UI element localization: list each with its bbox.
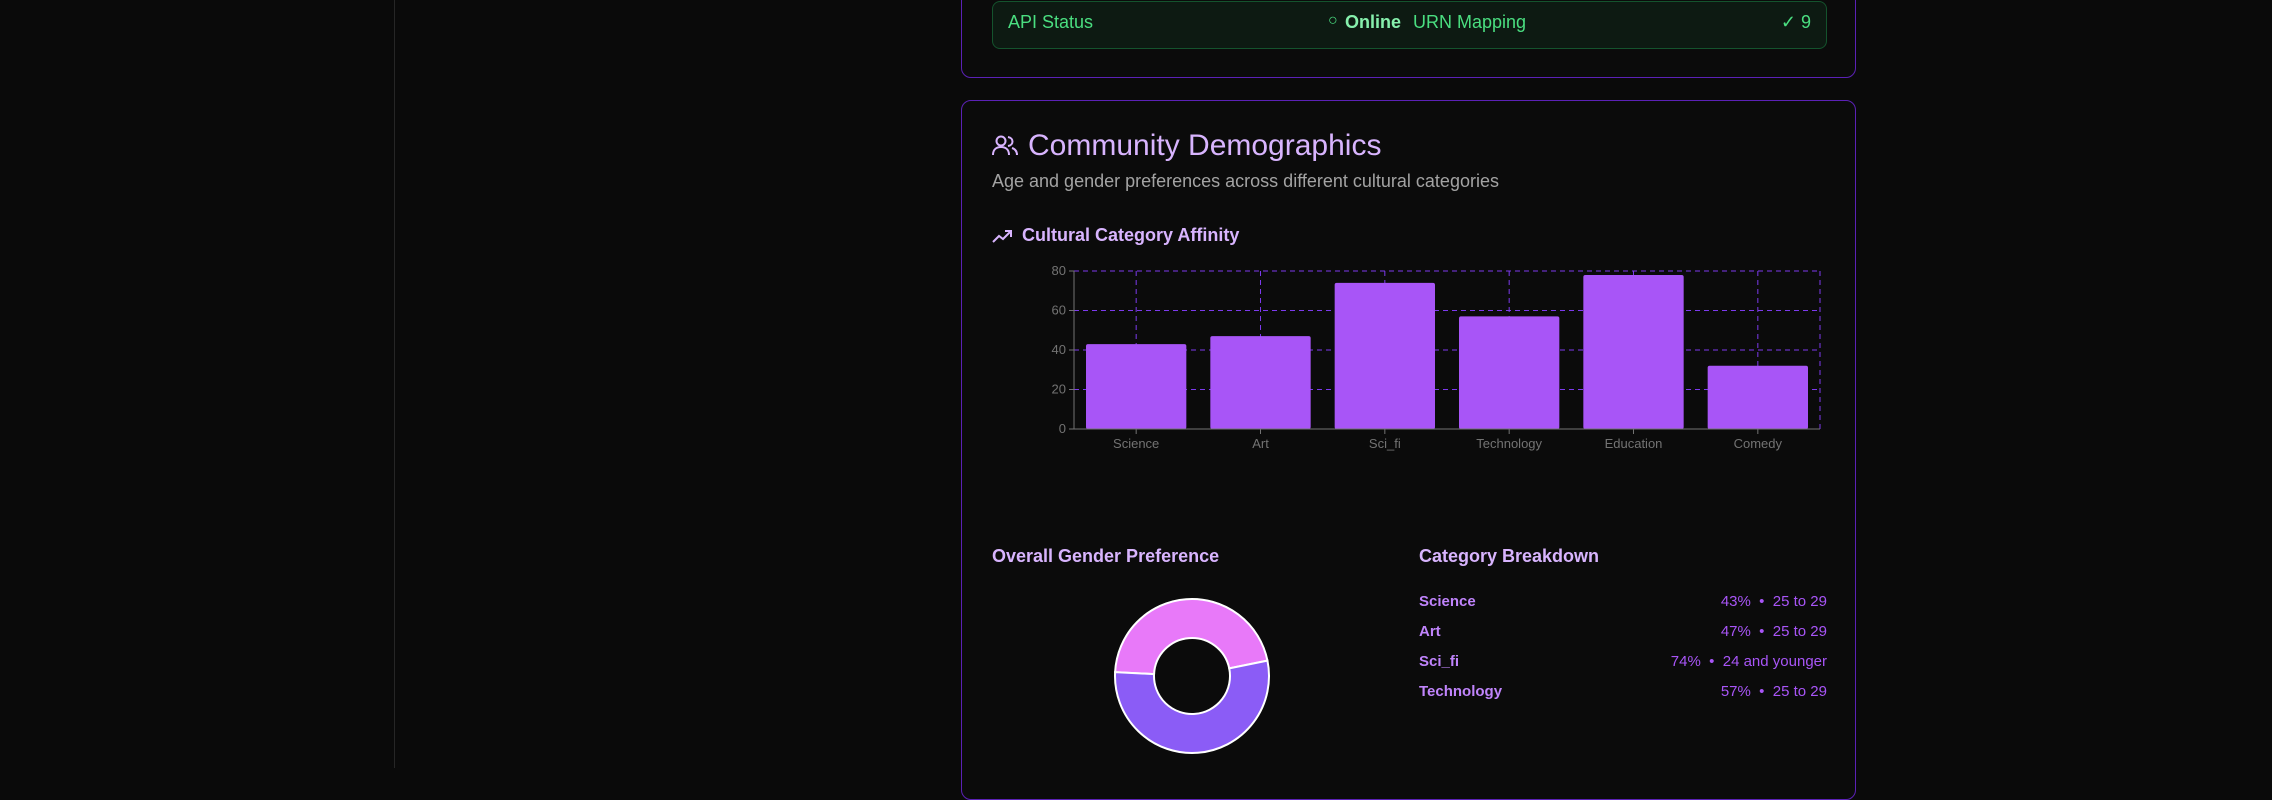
y-tick-label: 40 [1052,342,1066,357]
donut-slice-bottom[interactable] [1114,659,1270,754]
breakdown-category-stats: 43% • 25 to 29 [1720,593,1827,610]
urn-mapping-label: URN Mapping [1413,12,1527,32]
api-status-value: Online [1345,12,1402,32]
breakdown-category-stats: 47% • 25 to 29 [1720,623,1827,640]
breakdown-category-name: Art [1419,623,1441,640]
donut-slice-top[interactable] [1114,598,1269,676]
chart-title: Cultural Category Affinity [1022,225,1240,245]
bar-art[interactable] [1210,336,1311,429]
bar-education[interactable] [1583,274,1684,429]
status-panel: API Status ○ Online URN Mapping ✓ 9 [961,0,1856,78]
x-tick-label: Art [1252,436,1269,451]
category-breakdown-title: Category Breakdown [1419,546,1600,566]
online-circle-icon: ○ [1328,12,1338,29]
affinity-bar-chart: 0 20 40 60 80 Science Art Sci_fi Technology Educa… [1052,263,1821,451]
y-tick-label: 80 [1052,263,1066,278]
breakdown-category-stats: 57% • 25 to 29 [1720,683,1827,700]
breakdown-category-stats: 74% • 24 and younger [1670,653,1827,670]
sidebar [0,0,395,768]
bar-sci_fi[interactable] [1334,282,1435,429]
y-tick-label: 0 [1059,421,1066,436]
x-tick-label: Technology [1476,436,1542,451]
panel-subtitle: Age and gender preferences across differ… [992,171,1499,191]
breakdown-category-name: Science [1419,593,1476,610]
y-tick-label: 20 [1052,382,1066,397]
breakdown-category-name: Sci_fi [1419,653,1460,670]
title-row: Community Demographics [992,129,1381,163]
x-tick-label: Comedy [1734,436,1783,451]
bar-comedy[interactable] [1707,365,1808,429]
chart-title-row: Cultural Category Affinity [992,225,1239,246]
y-tick-label: 60 [1052,303,1066,318]
breakdown-row: Art 47% • 25 to 29 [1419,623,1827,645]
bar-science[interactable] [1086,344,1187,429]
gender-preference-title: Overall Gender Preference [992,546,1220,566]
demographics-panel: Community Demographics Age and gender pr… [961,100,1856,800]
urn-mapping-value: ✓ 9 [1780,12,1811,32]
breakdown-row: Technology 57% • 25 to 29 [1419,683,1827,705]
breakdown-category-name: Technology [1419,683,1503,700]
trending-up-icon [992,229,1012,243]
users-icon [992,135,1018,156]
bar-technology[interactable] [1459,316,1560,429]
api-status-label: API Status [1008,12,1094,32]
breakdown-row: Sci_fi 74% • 24 and younger [1419,653,1827,675]
x-tick-label: Education [1605,436,1663,451]
panel-title: Community Demographics [1028,129,1382,162]
gender-donut-chart [1114,598,1270,754]
status-box: API Status ○ Online URN Mapping ✓ 9 [992,1,1827,49]
x-tick-label: Sci_fi [1369,436,1401,451]
x-tick-label: Science [1113,436,1159,451]
breakdown-row: Science 43% • 25 to 29 [1419,593,1827,615]
